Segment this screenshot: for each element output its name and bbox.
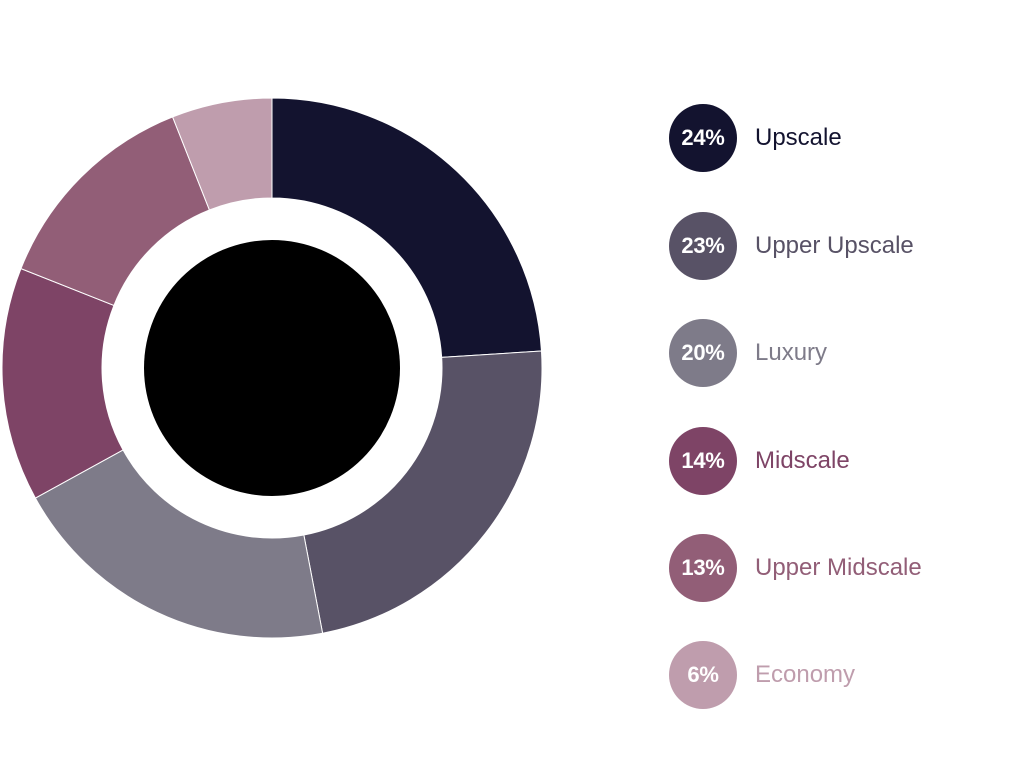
- legend-percent-label: 14%: [681, 447, 725, 473]
- legend-label: Upper Midscale: [755, 553, 922, 581]
- legend-percent-badge: 14%: [669, 426, 737, 495]
- legend-percent-badge: 13%: [669, 533, 737, 602]
- legend-item-upscale: 24% Upscale: [669, 104, 1009, 211]
- legend-label: Luxury: [755, 339, 828, 367]
- donut-slice-upscale: [271, 97, 542, 358]
- legend-label: Midscale: [755, 446, 850, 474]
- donut-chart-svg: [1, 97, 543, 639]
- legend-percent-badge: 24%: [669, 104, 737, 173]
- donut-center: [144, 240, 400, 496]
- legend-percent-label: 6%: [687, 662, 719, 688]
- legend-percent-label: 23%: [681, 232, 725, 258]
- legend-percent-badge: 20%: [669, 319, 737, 388]
- legend-percent-badge: 23%: [669, 211, 737, 280]
- legend-percent-label: 24%: [681, 125, 725, 151]
- legend-label: Upper Upscale: [755, 231, 914, 259]
- legend-item-midscale: 14% Midscale: [669, 426, 1009, 534]
- legend-percent-badge: 6%: [669, 641, 737, 710]
- donut-slice-economy: [171, 97, 273, 211]
- legend-label: Economy: [755, 661, 856, 689]
- donut-slice-upper-midscale: [20, 116, 211, 307]
- legend-item-upper-midscale: 13% Upper Midscale: [669, 533, 1009, 641]
- legend-percent-label: 13%: [681, 554, 725, 580]
- legend: 24% Upscale 23% Upper Upscale 20% Luxury 14% Mi…: [669, 65, 1009, 749]
- legend-item-economy: 6% Economy: [669, 641, 1009, 748]
- donut-chart: [1, 97, 543, 639]
- legend-percent-label: 20%: [681, 340, 725, 366]
- donut-slice-upper-upscale: [303, 350, 543, 634]
- legend-item-luxury: 20% Luxury: [669, 319, 1009, 426]
- legend-label: Upscale: [755, 124, 842, 152]
- donut-slice-luxury: [34, 449, 324, 639]
- legend-item-upper-upscale: 23% Upper Upscale: [669, 211, 1009, 319]
